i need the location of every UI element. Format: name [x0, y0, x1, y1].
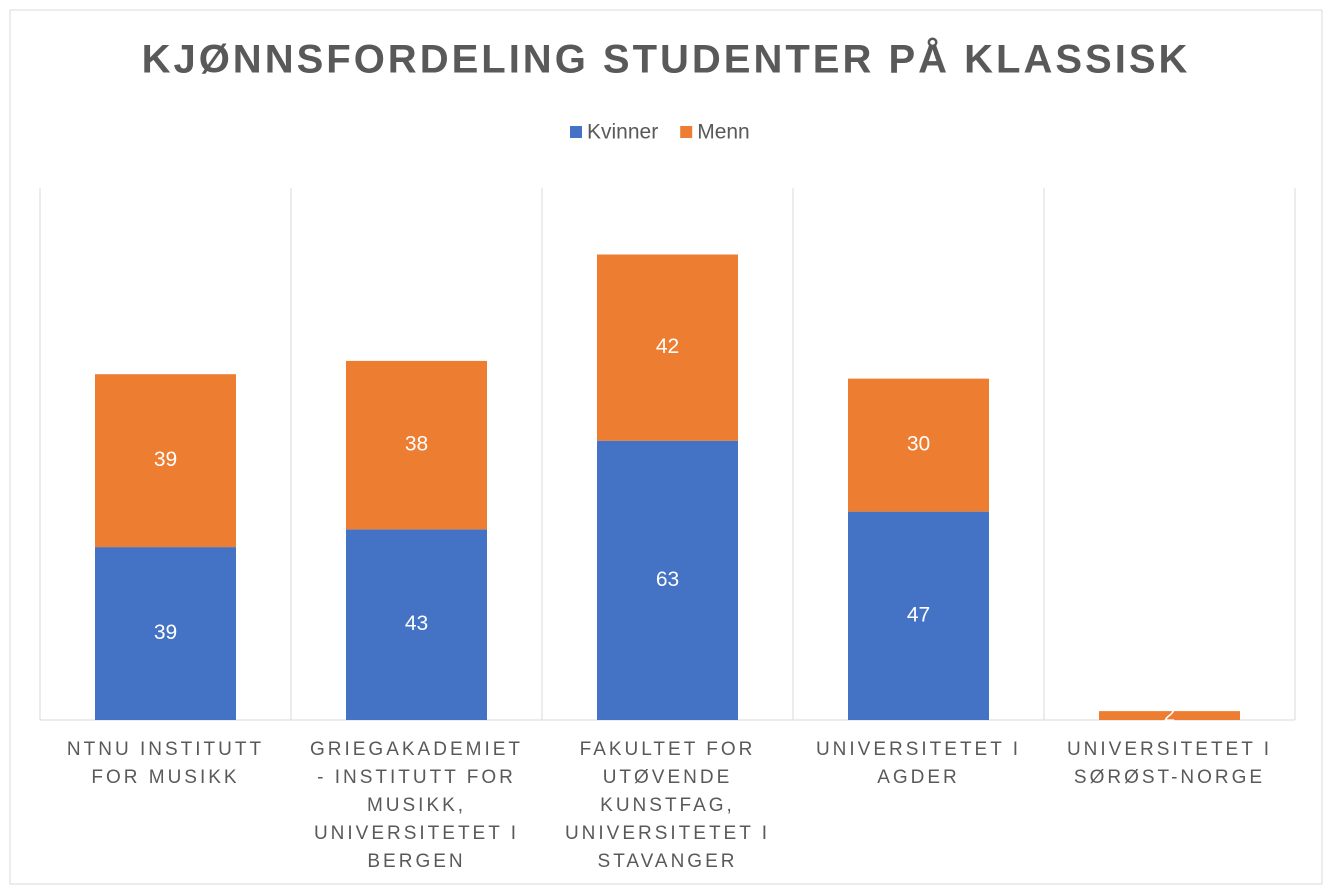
legend-swatch — [680, 126, 693, 138]
data-label: 30 — [907, 433, 930, 456]
data-label: 42 — [656, 335, 679, 358]
x-tick-label-line: BERGEN — [367, 851, 465, 872]
data-label: 43 — [405, 612, 428, 635]
x-tick-label-line: MUSIKK, — [367, 795, 466, 816]
x-tick-label-line: UTØVENDE — [603, 767, 733, 788]
data-label: 63 — [656, 568, 679, 591]
bar-segment — [1099, 711, 1240, 720]
bar-segment — [346, 360, 487, 530]
x-tick-label: FAKULTET FOR UTØVENDE KUNSTFAG, UNIVERSITET… — [565, 739, 770, 872]
x-tick-label: NTNU INSTITUTT FOR MUSIKK — [67, 739, 264, 788]
legend-swatch — [570, 126, 582, 138]
x-tick-label: UNIVERSITETET I SØRØST-NORGE — [1067, 739, 1272, 788]
x-tick-label-line: NTNU INSTITUTT — [67, 739, 264, 760]
bar-segment — [597, 254, 738, 441]
x-tick-label: GRIEGAKADEMIET - INSTITUTT FOR MUSIKK, UNIV… — [310, 739, 523, 872]
data-label: 39 — [154, 621, 177, 644]
x-tick-label-line: UNIVERSITETET I — [1067, 739, 1272, 760]
x-tick-label: UNIVERSITETET I AGDER — [816, 739, 1021, 788]
bar-segment — [95, 374, 236, 548]
x-tick-label-line: STAVANGER — [598, 851, 738, 872]
data-label: 47 — [907, 603, 930, 626]
x-tick-label-line: - INSTITUTT FOR — [317, 767, 516, 788]
legend-label: Kvinner — [587, 121, 658, 144]
data-label: 39 — [154, 448, 177, 471]
bar-segment — [597, 440, 738, 720]
x-tick-label-line: KUNSTFAG, — [600, 795, 735, 816]
bar-segment — [848, 378, 989, 512]
x-tick-label-line: GRIEGAKADEMIET — [310, 739, 523, 760]
x-tick-label-line: UNIVERSITETET I — [565, 823, 770, 844]
bar-segment — [346, 529, 487, 720]
bar-segment — [848, 511, 989, 720]
data-label: 38 — [405, 433, 428, 456]
x-tick-label-line: FOR MUSIKK — [91, 767, 239, 788]
x-tick-label-line: AGDER — [877, 767, 960, 788]
x-tick-label-line: SØRØST-NORGE — [1074, 767, 1265, 788]
data-label: 2 — [1164, 703, 1176, 726]
x-tick-label-line: FAKULTET FOR — [580, 739, 756, 760]
x-tick-label-line: UNIVERSITETET I — [816, 739, 1021, 760]
bar-segment — [95, 547, 236, 720]
legend-label: Menn — [697, 121, 750, 144]
chart-title: KJØNNSFORDELING STUDENTER PÅ KLASSISK — [142, 37, 1191, 82]
x-tick-label-line: UNIVERSITETET I — [314, 823, 519, 844]
